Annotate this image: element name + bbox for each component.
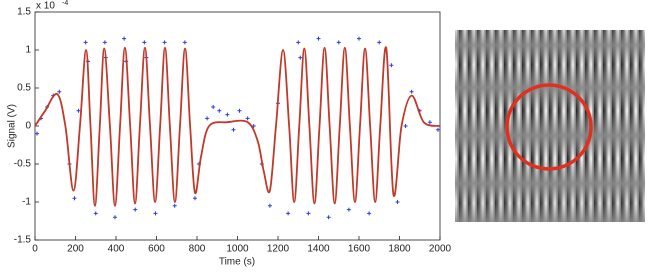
data-point bbox=[225, 112, 230, 117]
data-point bbox=[336, 40, 341, 45]
data-point bbox=[217, 108, 222, 113]
data-point bbox=[192, 196, 197, 201]
x-tick-label: 400 bbox=[108, 244, 125, 255]
x-tick-label: 1000 bbox=[226, 244, 249, 255]
data-point bbox=[35, 131, 40, 136]
data-point bbox=[133, 207, 138, 212]
data-point bbox=[112, 215, 117, 220]
data-point bbox=[211, 105, 216, 109]
data-point bbox=[298, 55, 303, 60]
data-point bbox=[102, 40, 107, 45]
data-point bbox=[409, 89, 414, 94]
data-point bbox=[57, 89, 62, 94]
y-scale-exponent: -4 bbox=[62, 0, 68, 7]
fit-line bbox=[34, 46, 441, 207]
data-point bbox=[153, 211, 158, 216]
data-point bbox=[395, 200, 400, 204]
data-point bbox=[172, 203, 177, 208]
data-point bbox=[267, 203, 272, 208]
grating-image bbox=[455, 30, 645, 222]
data-point bbox=[377, 40, 382, 45]
data-point bbox=[162, 40, 167, 45]
x-tick-label: 1400 bbox=[307, 244, 330, 255]
x-tick-label: 1600 bbox=[348, 244, 371, 255]
data-point bbox=[435, 127, 440, 132]
y-tick-label: -1.5 bbox=[14, 235, 32, 246]
data-point bbox=[326, 215, 331, 220]
y-tick-label: 0 bbox=[25, 121, 31, 132]
data-point bbox=[316, 36, 321, 41]
data-point bbox=[205, 116, 210, 121]
data-point bbox=[403, 124, 408, 128]
data-point bbox=[72, 196, 77, 201]
x-tick-label: 2000 bbox=[429, 244, 452, 255]
data-point bbox=[367, 211, 372, 216]
y-tick-label: 1.5 bbox=[17, 7, 31, 18]
data-point bbox=[346, 207, 351, 212]
data-point bbox=[142, 40, 147, 45]
x-tick-label: 0 bbox=[32, 244, 38, 255]
data-point bbox=[83, 40, 88, 45]
y-tick-label: 1 bbox=[25, 45, 31, 56]
x-tick-label: 1800 bbox=[388, 244, 411, 255]
data-point bbox=[245, 116, 250, 121]
data-point bbox=[182, 40, 187, 45]
data-point bbox=[296, 40, 301, 45]
data-point bbox=[389, 63, 394, 68]
data-point bbox=[237, 108, 242, 113]
x-axis-label: Time (s) bbox=[219, 257, 255, 268]
data-point bbox=[286, 211, 291, 216]
y-tick-label: -1 bbox=[22, 197, 31, 208]
data-point bbox=[231, 127, 236, 132]
x-tick-label: 200 bbox=[67, 244, 84, 255]
plot-frame bbox=[34, 11, 441, 241]
y-tick-label: 0.5 bbox=[17, 83, 31, 94]
y-tick-label: -0.5 bbox=[14, 159, 32, 170]
data-point bbox=[93, 211, 98, 216]
x-tick-label: 800 bbox=[189, 244, 206, 255]
data-point bbox=[122, 36, 127, 41]
x-tick-label: 600 bbox=[148, 244, 165, 255]
y-axis-label: Signal (V) bbox=[7, 104, 18, 148]
data-point bbox=[306, 211, 311, 216]
data-point bbox=[427, 120, 432, 125]
data-point bbox=[357, 36, 361, 41]
data-point bbox=[76, 108, 81, 113]
x-tick-label: 1200 bbox=[267, 244, 290, 255]
y-scale-label: x 10 bbox=[36, 1, 55, 12]
